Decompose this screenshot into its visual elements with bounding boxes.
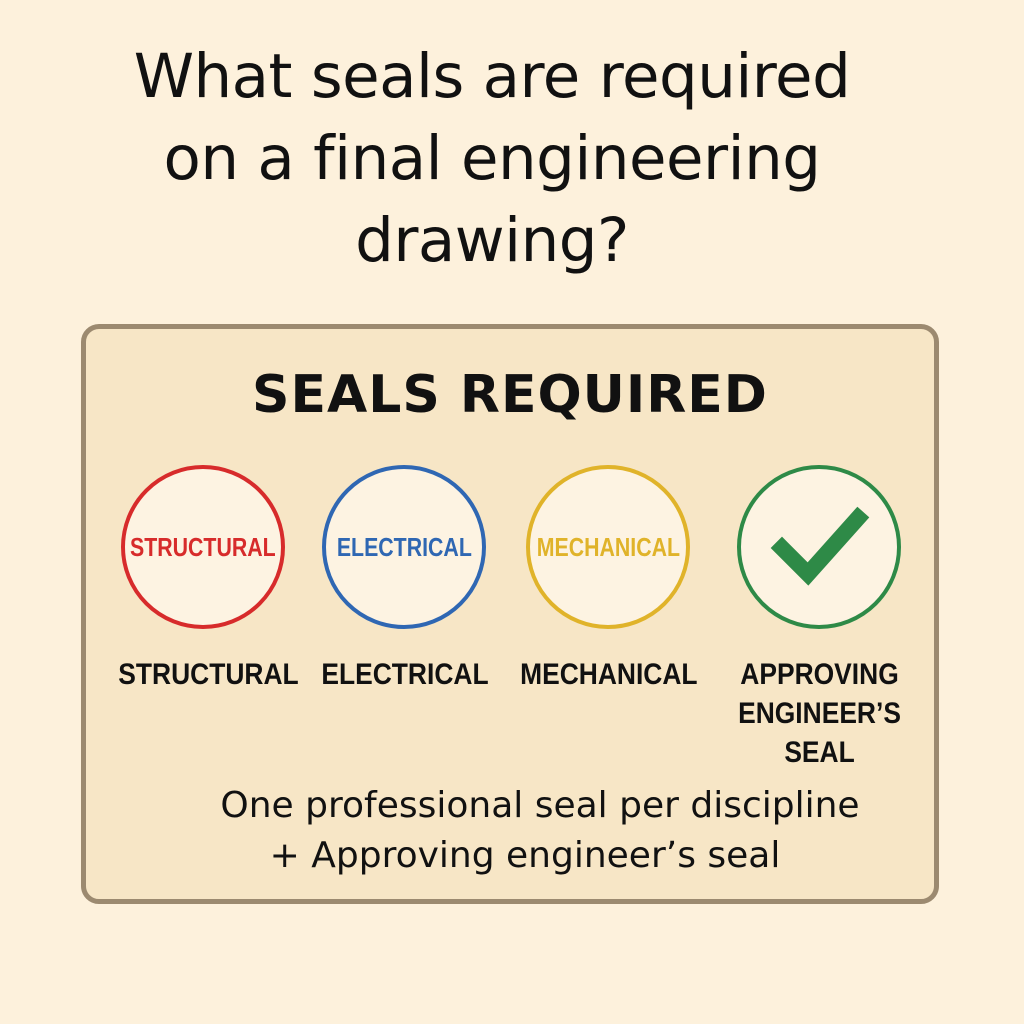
approving-engineer-seal-label: APPROVING ENGINEER’S SEAL	[720, 655, 920, 772]
question-heading: What seals are required on a final engin…	[112, 36, 872, 282]
question-line: on a final engineering	[163, 123, 821, 194]
card-title: SEALS REQUIRED	[252, 365, 768, 425]
summary-line: One professional seal per discipline	[220, 785, 860, 826]
question-line: What seals are required	[133, 41, 851, 112]
seals-required-card: SEALS REQUIRED STRUCTURAL STRUCTURAL ELE…	[81, 324, 939, 904]
seal-label-line: SEAL	[784, 736, 856, 769]
seal-label-line: ENGINEER’S	[738, 697, 902, 730]
seal-label-line: APPROVING	[740, 658, 900, 691]
summary-text: One professional seal per discipline + A…	[146, 781, 934, 881]
mechanical-seal-label: MECHANICAL	[506, 655, 712, 694]
mechanical-seal-text: MECHANICAL	[536, 531, 680, 562]
approving-engineer-seal-stamp	[737, 465, 901, 629]
electrical-seal-stamp: ELECTRICAL	[322, 465, 486, 629]
seal-label-line: ELECTRICAL	[321, 658, 489, 691]
mechanical-seal-stamp: MECHANICAL	[526, 465, 690, 629]
seal-label-line: MECHANICAL	[520, 658, 698, 691]
summary-line: + Approving engineer’s seal	[269, 835, 781, 876]
question-line: drawing?	[355, 205, 629, 276]
electrical-seal-label: ELECTRICAL	[308, 655, 502, 694]
checkmark-icon	[770, 506, 870, 586]
structural-seal-stamp: STRUCTURAL	[121, 465, 285, 629]
electrical-seal-text: ELECTRICAL	[336, 531, 472, 562]
seal-label-line: STRUCTURAL	[118, 658, 299, 691]
structural-seal-text: STRUCTURAL	[130, 531, 276, 562]
structural-seal-label: STRUCTURAL	[106, 655, 306, 694]
